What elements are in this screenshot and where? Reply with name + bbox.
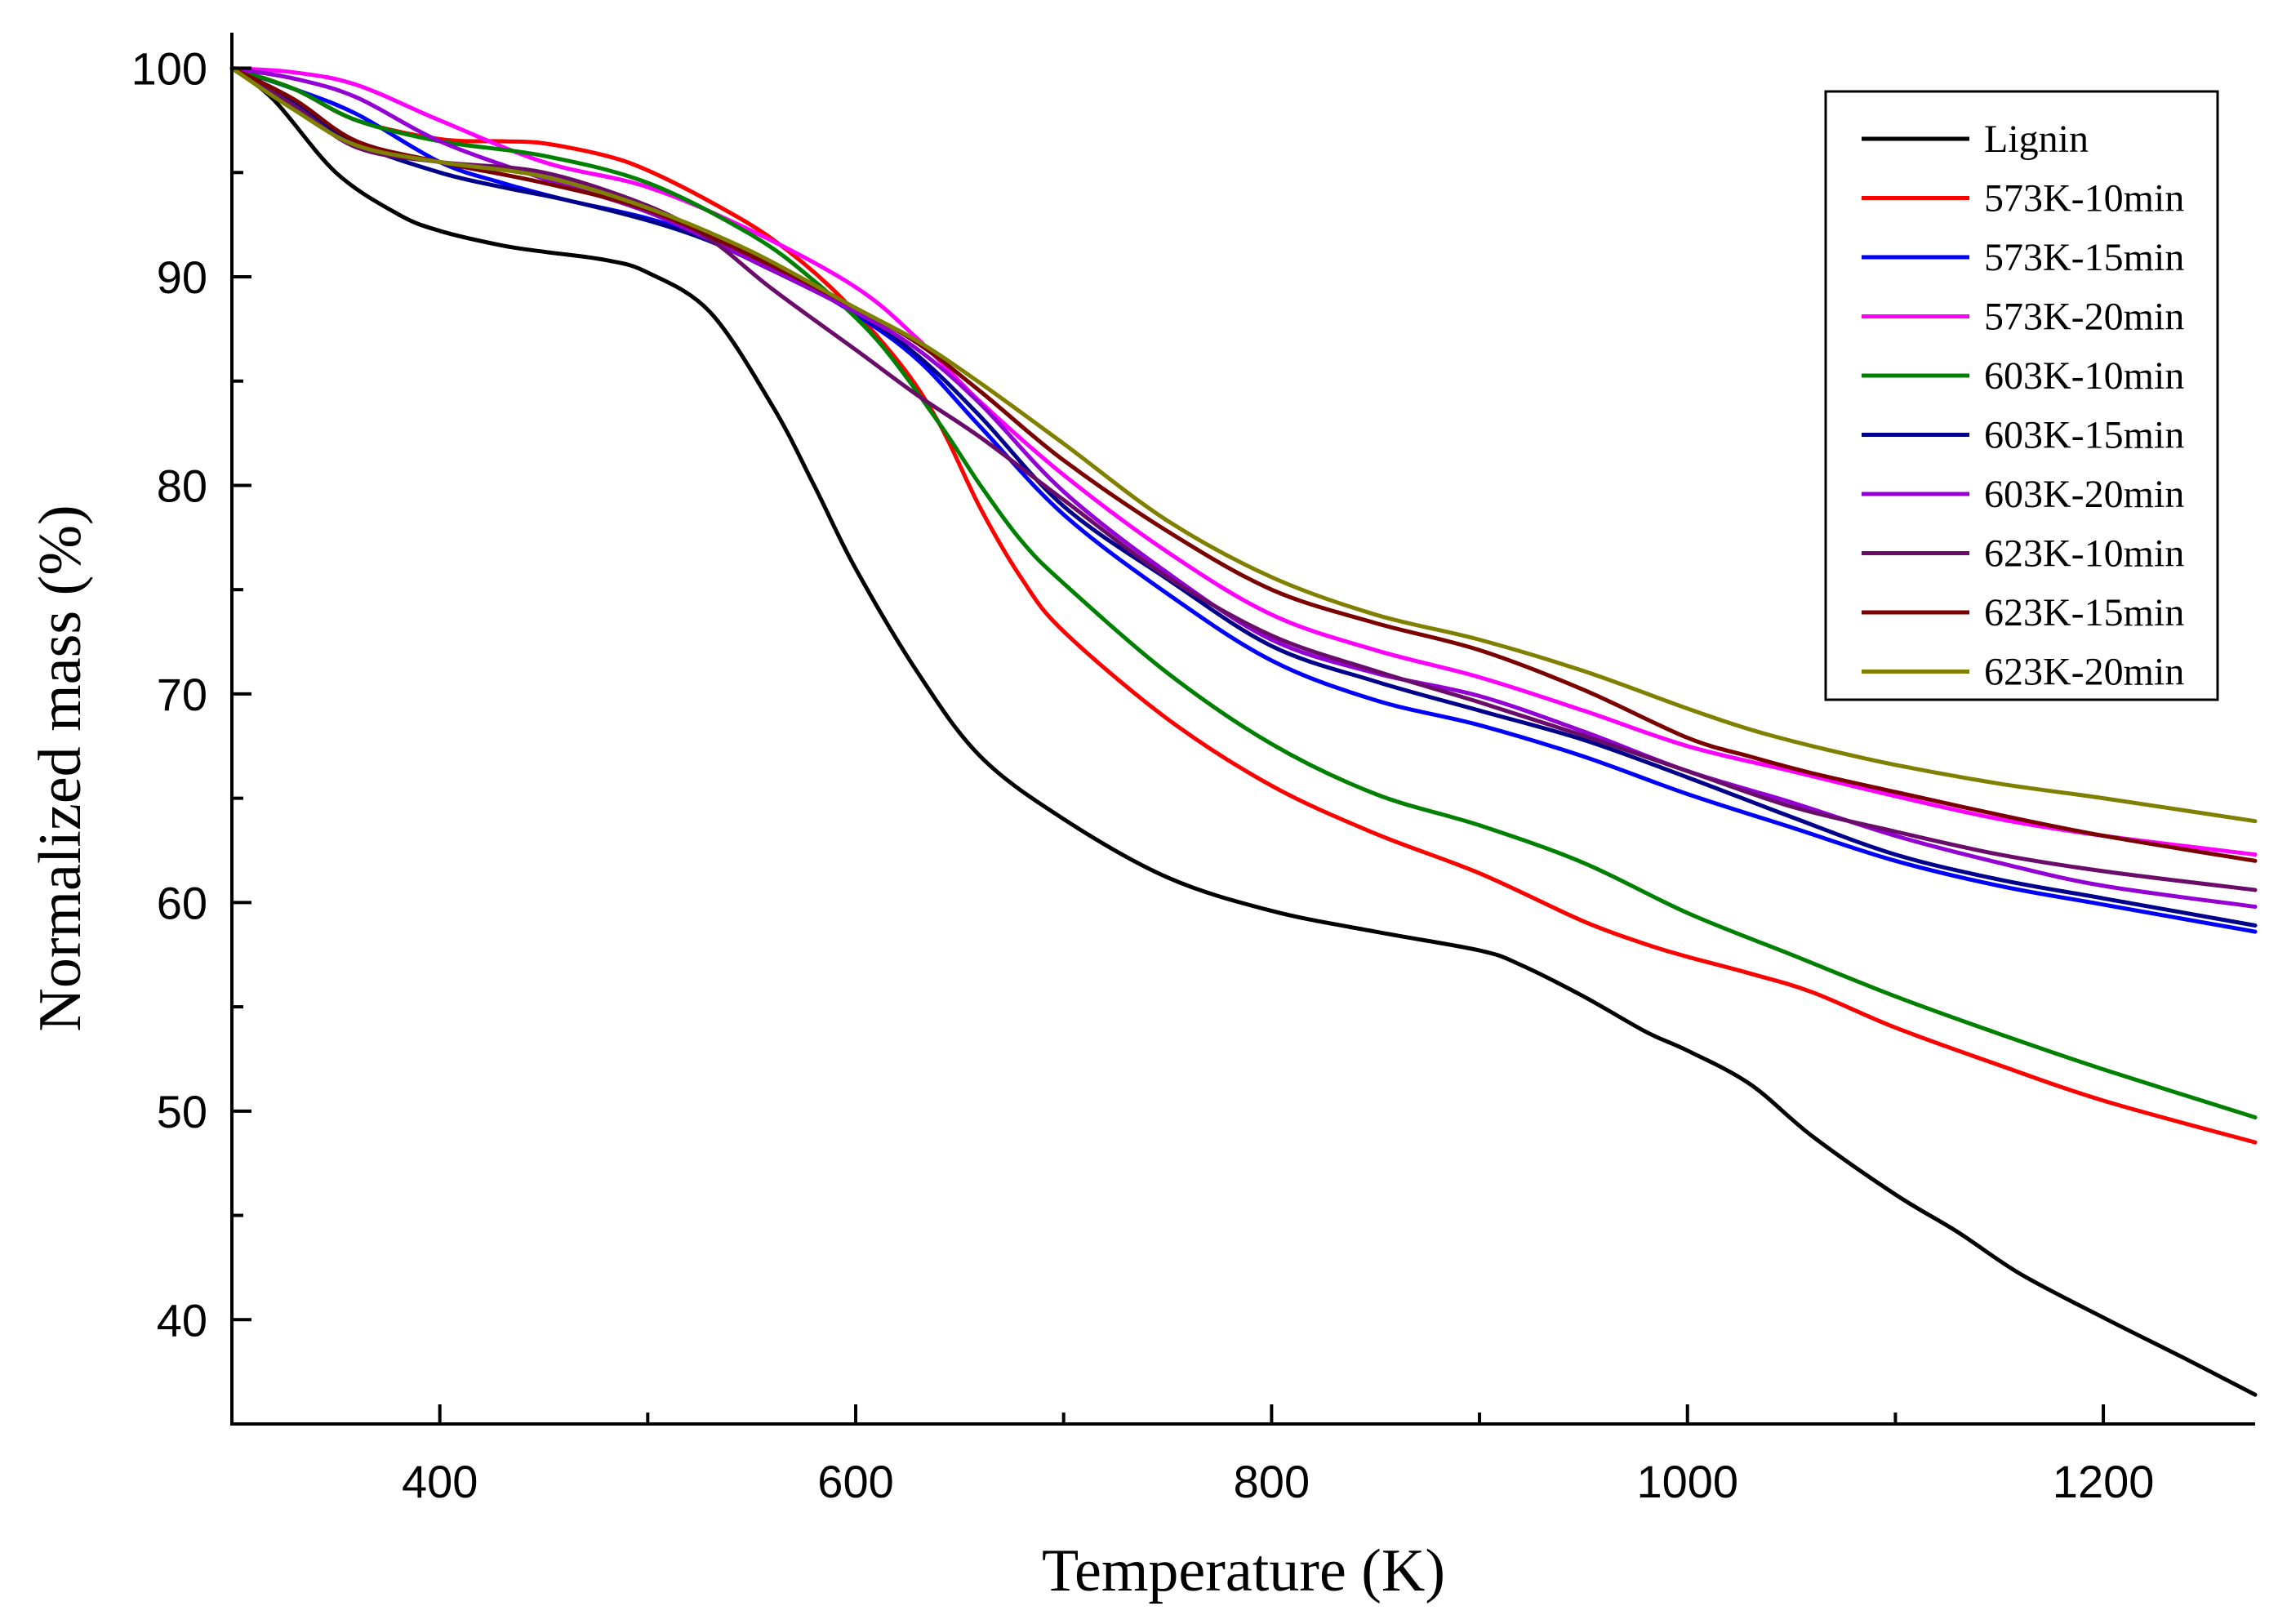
legend-label-5: 603K-15min	[1984, 414, 2184, 457]
axes: 400 600 800 1000 1200 40 50 60 70 80 90 100 Temperat…	[27, 33, 2255, 1604]
series-line-2	[229, 66, 2258, 934]
legend-label-3: 573K-20min	[1984, 296, 2184, 339]
legend-label-2: 573K-15min	[1984, 236, 2184, 279]
series-line-1	[229, 66, 2258, 1145]
legend-label-9: 623K-20min	[1984, 651, 2184, 694]
x-tick-label: 600	[817, 1456, 893, 1507]
legend-label-7: 623K-10min	[1984, 532, 2184, 576]
series-line-3	[229, 66, 2258, 857]
y-tick-label: 80	[157, 460, 207, 511]
y-tick-label: 90	[157, 251, 207, 303]
x-tick-label: 1200	[2053, 1456, 2155, 1507]
y-tick-label: 40	[157, 1294, 207, 1346]
series-line-5	[229, 66, 2258, 928]
y-tick-label: 70	[157, 669, 207, 720]
legend-label-8: 623K-15min	[1984, 591, 2184, 634]
x-axis-title: Temperature (K)	[1042, 1537, 1445, 1604]
x-tick-label: 400	[402, 1456, 478, 1507]
legend-box	[1824, 90, 2219, 701]
legend-label-1: 573K-10min	[1984, 177, 2184, 220]
y-tick-label: 50	[157, 1086, 207, 1137]
series-line-8	[229, 66, 2258, 863]
legend-label-6: 603K-20min	[1984, 473, 2184, 516]
legend-label-4: 603K-10min	[1984, 354, 2184, 398]
y-tick-label: 60	[157, 877, 207, 928]
series-line-7	[229, 66, 2258, 892]
series-line-9	[229, 66, 2258, 824]
y-axis-title: Normalized mass (%)	[27, 505, 94, 1031]
x-tick-label: 1000	[1636, 1456, 1738, 1507]
legend-label-0: Lignin	[1984, 118, 2089, 161]
series-line-4	[229, 66, 2258, 1119]
y-tick-label: 100	[131, 43, 207, 95]
x-tick-label: 800	[1234, 1456, 1310, 1507]
plot-lines	[229, 66, 2258, 1397]
series-line-0	[229, 66, 2258, 1397]
legend: Lignin 573K-10min 573K-15min 573K-20min 603K…	[1824, 90, 2219, 701]
